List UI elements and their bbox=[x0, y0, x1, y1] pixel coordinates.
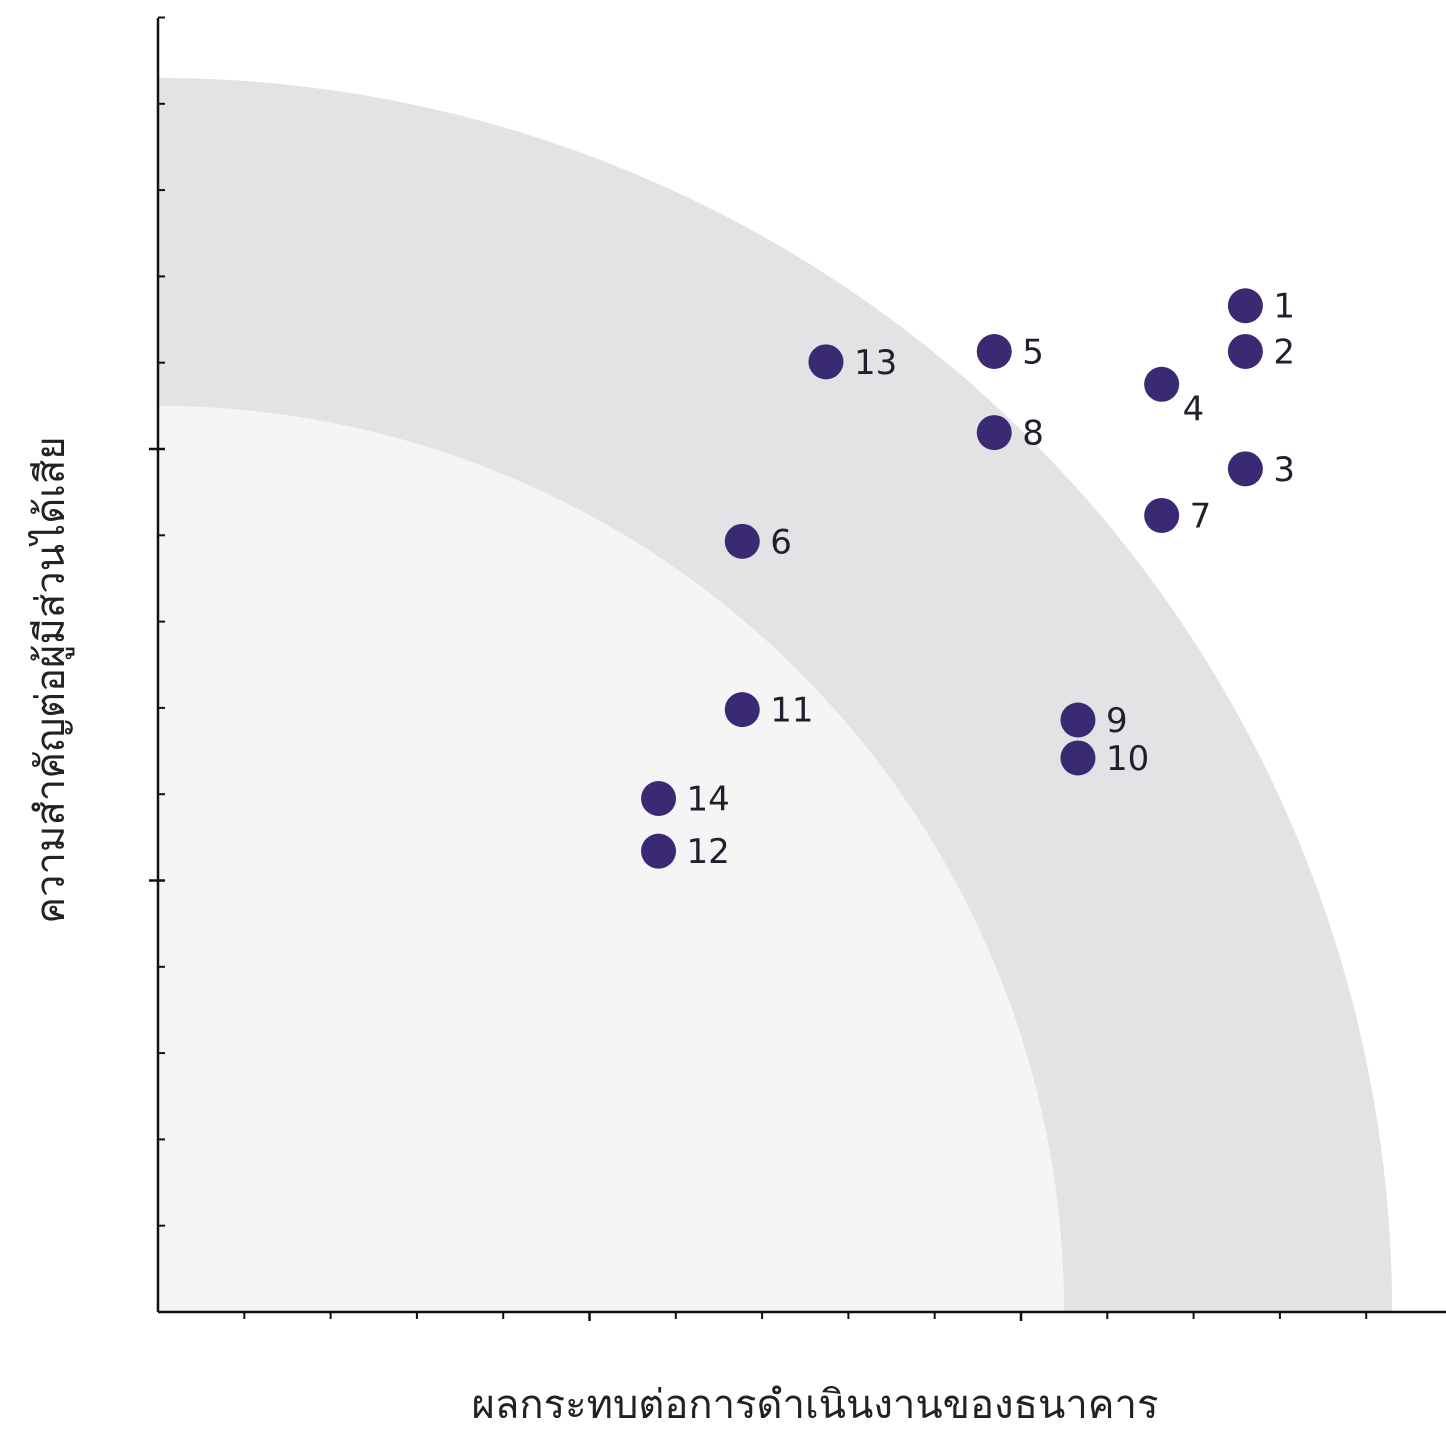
axes bbox=[149, 16, 1446, 1321]
point-label: 1 bbox=[1273, 287, 1295, 327]
inner-zone bbox=[158, 405, 1065, 1313]
point-label: 10 bbox=[1106, 739, 1149, 779]
data-point bbox=[1227, 288, 1263, 324]
data-point bbox=[641, 833, 677, 869]
data-point bbox=[641, 781, 677, 817]
data-point bbox=[1227, 333, 1263, 369]
point-label: 14 bbox=[687, 780, 730, 820]
x-axis-title: ผลกระทบต่อการดำเนินงานของธนาคาร bbox=[471, 1382, 1158, 1428]
point-label: 2 bbox=[1273, 332, 1295, 372]
point-label: 6 bbox=[770, 522, 792, 562]
point-label: 9 bbox=[1106, 701, 1128, 741]
data-point bbox=[1060, 702, 1096, 738]
data-point bbox=[724, 692, 760, 728]
point-label: 3 bbox=[1273, 450, 1295, 490]
data-point bbox=[1060, 740, 1096, 776]
point-label: 11 bbox=[770, 691, 813, 731]
data-point bbox=[1227, 451, 1263, 487]
data-point bbox=[976, 333, 1012, 369]
priority-zones bbox=[158, 77, 1393, 1313]
point-label: 13 bbox=[854, 343, 897, 383]
point-label: 7 bbox=[1190, 496, 1212, 536]
y-axis-title: ความสำคัญต่อผู้มีส่วนได้เสีย bbox=[28, 436, 74, 923]
point-label: 5 bbox=[1022, 332, 1044, 372]
data-point bbox=[808, 344, 844, 380]
data-point bbox=[976, 415, 1012, 451]
data-point bbox=[1144, 366, 1180, 402]
data-point bbox=[1144, 497, 1180, 533]
point-label: 12 bbox=[687, 832, 730, 872]
data-point bbox=[724, 523, 760, 559]
point-label: 8 bbox=[1022, 414, 1044, 454]
point-label: 4 bbox=[1183, 389, 1205, 429]
